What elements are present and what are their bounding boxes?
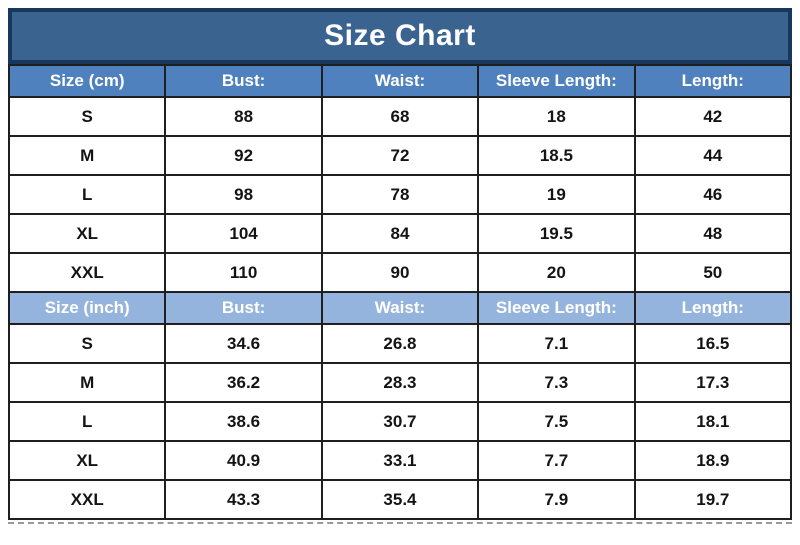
value-cell: 19.7 bbox=[633, 479, 793, 520]
value-cell: 78 bbox=[320, 174, 480, 215]
value-cell: 34.6 bbox=[164, 323, 323, 364]
value-cell: 72 bbox=[320, 135, 480, 176]
value-cell: 18.5 bbox=[477, 135, 636, 176]
column-header-length: Length: bbox=[633, 291, 793, 325]
column-header-bust: Bust: bbox=[164, 64, 323, 98]
value-cell: 19.5 bbox=[477, 213, 636, 254]
value-cell: 16.5 bbox=[633, 323, 793, 364]
size-label-cell: L bbox=[7, 174, 167, 215]
value-cell: 40.9 bbox=[164, 440, 323, 481]
size-label-cell: S bbox=[7, 323, 167, 364]
size-label-cell: XXL bbox=[7, 479, 167, 520]
value-cell: 110 bbox=[164, 252, 323, 293]
table-row-cm-s: S 88 68 18 42 bbox=[7, 96, 793, 137]
value-cell: 18.1 bbox=[633, 401, 793, 442]
column-header-length: Length: bbox=[633, 64, 793, 98]
value-cell: 104 bbox=[164, 213, 323, 254]
table-row-inch-l: L 38.6 30.7 7.5 18.1 bbox=[7, 401, 793, 442]
column-header-size-cm: Size (cm) bbox=[7, 64, 167, 98]
value-cell: 18 bbox=[477, 96, 636, 137]
column-header-bust: Bust: bbox=[164, 291, 323, 325]
size-label-cell: S bbox=[7, 96, 167, 137]
value-cell: 43.3 bbox=[164, 479, 323, 520]
value-cell: 84 bbox=[320, 213, 480, 254]
value-cell: 46 bbox=[633, 174, 793, 215]
value-cell: 35.4 bbox=[320, 479, 480, 520]
size-label-cell: XL bbox=[7, 440, 167, 481]
value-cell: 98 bbox=[164, 174, 323, 215]
header-row-inch: Size (inch) Bust: Waist: Sleeve Length: … bbox=[7, 291, 793, 325]
value-cell: 26.8 bbox=[320, 323, 480, 364]
header-row-cm: Size (cm) Bust: Waist: Sleeve Length: Le… bbox=[7, 64, 793, 98]
value-cell: 33.1 bbox=[320, 440, 480, 481]
column-header-size-inch: Size (inch) bbox=[7, 291, 167, 325]
size-label-cell: XXL bbox=[7, 252, 167, 293]
table-row-inch-xl: XL 40.9 33.1 7.7 18.9 bbox=[7, 440, 793, 481]
table-row-cm-m: M 92 72 18.5 44 bbox=[7, 135, 793, 176]
page-break-dashed-line bbox=[8, 522, 792, 524]
table-row-cm-xxl: XXL 110 90 20 50 bbox=[7, 252, 793, 293]
page-title: Size Chart bbox=[8, 8, 792, 64]
size-table: Size (cm) Bust: Waist: Sleeve Length: Le… bbox=[7, 64, 793, 520]
value-cell: 19 bbox=[477, 174, 636, 215]
value-cell: 44 bbox=[633, 135, 793, 176]
size-label-cell: L bbox=[7, 401, 167, 442]
value-cell: 28.3 bbox=[320, 362, 480, 403]
value-cell: 38.6 bbox=[164, 401, 323, 442]
table-row-inch-xxl: XXL 43.3 35.4 7.9 19.7 bbox=[7, 479, 793, 520]
value-cell: 7.5 bbox=[477, 401, 636, 442]
value-cell: 18.9 bbox=[633, 440, 793, 481]
value-cell: 36.2 bbox=[164, 362, 323, 403]
value-cell: 7.1 bbox=[477, 323, 636, 364]
value-cell: 90 bbox=[320, 252, 480, 293]
size-label-cell: M bbox=[7, 135, 167, 176]
column-header-waist: Waist: bbox=[320, 291, 480, 325]
table-row-cm-xl: XL 104 84 19.5 48 bbox=[7, 213, 793, 254]
value-cell: 92 bbox=[164, 135, 323, 176]
size-label-cell: XL bbox=[7, 213, 167, 254]
value-cell: 48 bbox=[633, 213, 793, 254]
table-row-inch-s: S 34.6 26.8 7.1 16.5 bbox=[7, 323, 793, 364]
value-cell: 17.3 bbox=[633, 362, 793, 403]
column-header-waist: Waist: bbox=[320, 64, 480, 98]
value-cell: 7.3 bbox=[477, 362, 636, 403]
value-cell: 20 bbox=[477, 252, 636, 293]
value-cell: 50 bbox=[633, 252, 793, 293]
column-header-sleeve-length: Sleeve Length: bbox=[477, 64, 636, 98]
value-cell: 7.7 bbox=[477, 440, 636, 481]
size-label-cell: M bbox=[7, 362, 167, 403]
table-row-inch-m: M 36.2 28.3 7.3 17.3 bbox=[7, 362, 793, 403]
value-cell: 30.7 bbox=[320, 401, 480, 442]
column-header-sleeve-length: Sleeve Length: bbox=[477, 291, 636, 325]
value-cell: 68 bbox=[320, 96, 480, 137]
value-cell: 88 bbox=[164, 96, 323, 137]
value-cell: 7.9 bbox=[477, 479, 636, 520]
table-row-cm-l: L 98 78 19 46 bbox=[7, 174, 793, 215]
value-cell: 42 bbox=[633, 96, 793, 137]
